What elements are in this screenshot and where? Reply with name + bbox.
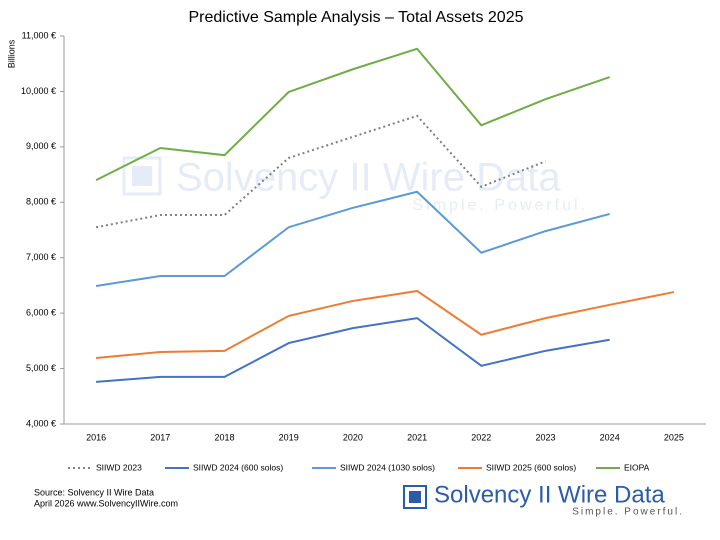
chart-title: Predictive Sample Analysis – Total Asset… [189, 9, 524, 26]
x-tick-label: 2025 [664, 432, 684, 442]
legend-label: EIOPA [624, 462, 650, 472]
x-tick-label: 2019 [279, 432, 299, 442]
x-tick-label: 2016 [86, 432, 106, 442]
x-tick-label: 2018 [214, 432, 234, 442]
legend-label: SIIWD 2024 (600 solos) [193, 462, 283, 472]
logo-icon [403, 485, 427, 509]
logo-icon [409, 491, 421, 503]
x-tick-label: 2017 [150, 432, 170, 442]
y-tick-label: 8,000 € [26, 197, 56, 207]
x-tick-label: 2020 [343, 432, 363, 442]
x-tick-label: 2024 [600, 432, 620, 442]
watermark: Solvency II Wire Data Simple. Powerful. [122, 156, 589, 214]
y-axis-label: Billions [6, 39, 16, 68]
logo-text: Solvency II Wire Data [434, 481, 665, 508]
watermark-text: Solvency II Wire Data [176, 156, 561, 200]
watermark-tagline: Simple. Powerful. [413, 197, 589, 214]
y-tick-label: 9,000 € [26, 141, 56, 151]
series-line [95, 47, 611, 182]
source: April 2026 www.SolvencyIIWire.com [34, 498, 178, 508]
series-line [96, 289, 675, 360]
y-tick-label: 7,000 € [26, 252, 56, 262]
y-tick-label: 6,000 € [26, 308, 56, 318]
legend-label: SIIWD 2024 (1030 solos) [340, 462, 435, 472]
legend-label: SIIWD 2025 (600 solos) [486, 462, 576, 472]
logo: Solvency II Wire Data Simple. Powerful. [403, 481, 684, 518]
watermark-icon [132, 166, 152, 186]
y-tick-label: 4,000 € [26, 418, 56, 428]
legend-label: SIIWD 2023 [96, 462, 142, 472]
source: Source: Solvency II Wire Data [34, 487, 154, 497]
logo-tagline: Simple. Powerful. [572, 507, 684, 518]
series-line [95, 190, 610, 287]
y-tick-label: 10,000 € [21, 86, 56, 96]
series-line [95, 114, 546, 229]
y-tick-label: 5,000 € [26, 363, 56, 373]
x-tick-label: 2022 [471, 432, 491, 442]
x-tick-label: 2023 [535, 432, 555, 442]
x-tick-label: 2021 [407, 432, 427, 442]
y-tick-label: 11,000 € [22, 30, 56, 40]
series-line [96, 317, 610, 383]
